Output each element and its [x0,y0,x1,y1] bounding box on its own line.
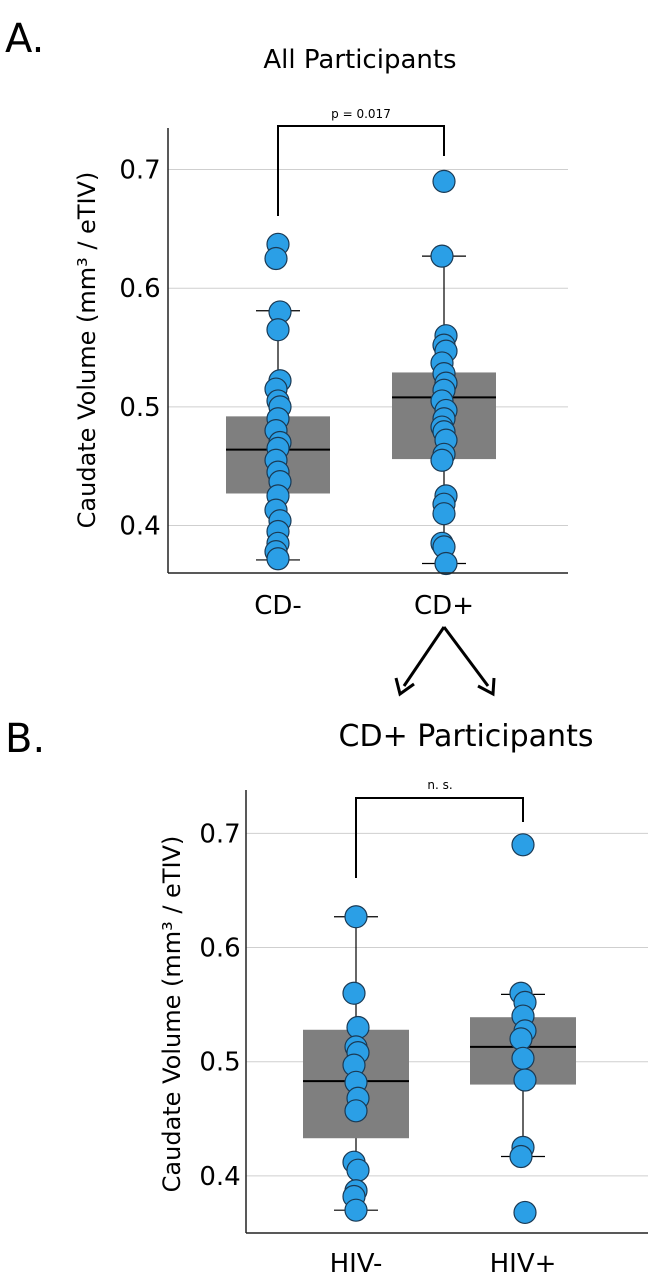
chart-b-categories: HIV- HIV+ [330,1249,557,1279]
y-tick-label: 0.7 [199,819,240,849]
y-tick-label: 0.4 [199,1162,240,1192]
panel-b-letter: B. [5,716,45,762]
data-point [342,981,366,1005]
data-point [344,1099,368,1123]
chart-a-y-ticks: 0.4 0.5 0.6 0.7 [119,156,160,542]
chart-a-significance-bracket [277,125,445,216]
chart-b-points [342,833,537,1225]
y-tick-label: 0.5 [119,393,160,423]
chart-b-significance-bracket [355,797,524,878]
data-point [266,547,290,571]
data-point [344,905,368,929]
data-point [509,1027,533,1051]
chart-a-gridlines [168,169,568,527]
chart-b-significance: n. s. [427,778,452,792]
category-label: CD- [254,591,302,621]
y-tick-label: 0.6 [199,934,240,964]
data-point [511,833,535,857]
data-point [266,318,290,342]
data-point [432,502,456,526]
data-point [513,1200,537,1225]
data-point [434,551,458,576]
data-point [513,1068,537,1092]
chart-b-title: CD+ Participants [339,719,594,754]
data-point [430,244,454,268]
chart-a-title: All Participants [263,45,456,75]
category-label: HIV- [330,1249,383,1279]
data-point [430,448,454,472]
chart-b-y-axis-label: Caudate Volume (mm³ / eTIV) [158,836,186,1193]
chart-a-y-axis-label: Caudate Volume (mm³ / eTIV) [73,172,101,529]
y-tick-label: 0.5 [199,1048,240,1078]
y-tick-label: 0.7 [119,156,160,186]
split-arrows [394,626,496,697]
data-point [264,246,288,271]
data-point [509,1144,533,1169]
data-point [344,1198,368,1222]
chart-b-y-ticks: 0.4 0.5 0.6 0.7 [199,819,240,1192]
y-tick-label: 0.4 [119,512,160,542]
y-tick-label: 0.6 [119,274,160,304]
category-label: CD+ [414,591,474,621]
chart-a-p-value: p = 0.017 [331,107,391,121]
data-point [511,1046,535,1070]
data-point [346,1158,370,1182]
data-point [432,169,456,193]
chart-a-categories: CD- CD+ [254,591,474,621]
data-point [346,1015,370,1040]
panel-a-letter: A. [5,16,44,62]
category-label: HIV+ [490,1249,557,1279]
chart-a-points [264,169,458,576]
